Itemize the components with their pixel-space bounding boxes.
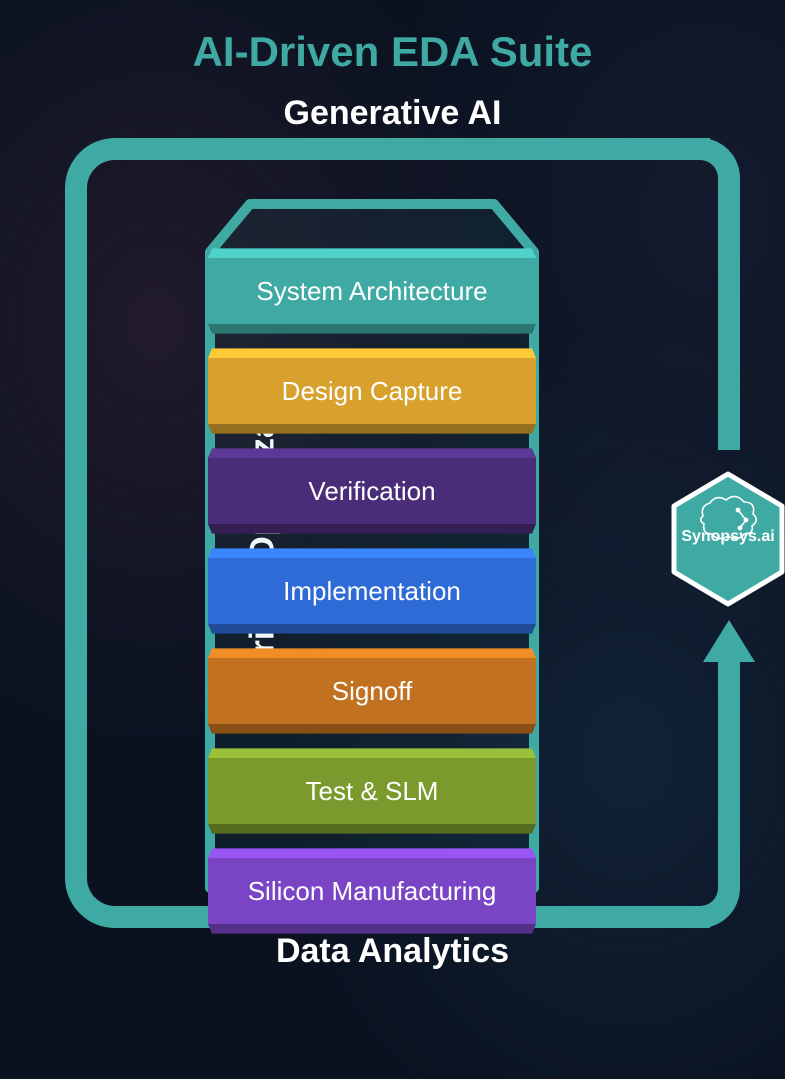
block-label: Verification <box>208 457 536 525</box>
block-top-face <box>208 448 536 458</box>
block-bottom-face <box>208 524 536 534</box>
block-bottom-face <box>208 324 536 334</box>
block-bottom-face <box>208 824 536 834</box>
block-top-face <box>208 848 536 858</box>
title-text: AI-Driven EDA Suite <box>193 28 593 75</box>
stage-block: Silicon Manufacturing <box>208 844 536 938</box>
stage-block: Test & SLM <box>208 744 536 838</box>
stage-block: Verification <box>208 444 536 538</box>
block-top-face <box>208 248 536 258</box>
block-label: Signoff <box>208 657 536 725</box>
block-top-face <box>208 748 536 758</box>
stage-block: Implementation <box>208 544 536 638</box>
block-bottom-face <box>208 424 536 434</box>
stage-block: System Architecture <box>208 244 536 338</box>
page-title: AI-Driven EDA Suite <box>0 28 785 76</box>
loop-pipe-right-up <box>718 657 740 887</box>
badge-label: Synopsys.ai <box>668 528 785 546</box>
block-top-face <box>208 348 536 358</box>
block-bottom-face <box>208 624 536 634</box>
frame-label-top: Generative AI <box>0 94 785 133</box>
block-label: System Architecture <box>208 257 536 325</box>
stage-block: Design Capture <box>208 344 536 438</box>
block-top-face <box>208 548 536 558</box>
block-bottom-face <box>208 724 536 734</box>
block-bottom-face <box>208 924 536 934</box>
loop-pipe-right-down <box>718 180 740 450</box>
block-top-face <box>208 648 536 658</box>
block-label: Silicon Manufacturing <box>208 857 536 925</box>
stage-block: Signoff <box>208 644 536 738</box>
block-label: Design Capture <box>208 357 536 425</box>
stage-stack: System Architecture Design Capture Verific… <box>194 244 550 944</box>
block-label: Test & SLM <box>208 757 536 825</box>
loop-arrowhead-icon <box>703 620 755 662</box>
block-label: Implementation <box>208 557 536 625</box>
synopsys-badge: Synopsys.ai <box>668 470 785 608</box>
